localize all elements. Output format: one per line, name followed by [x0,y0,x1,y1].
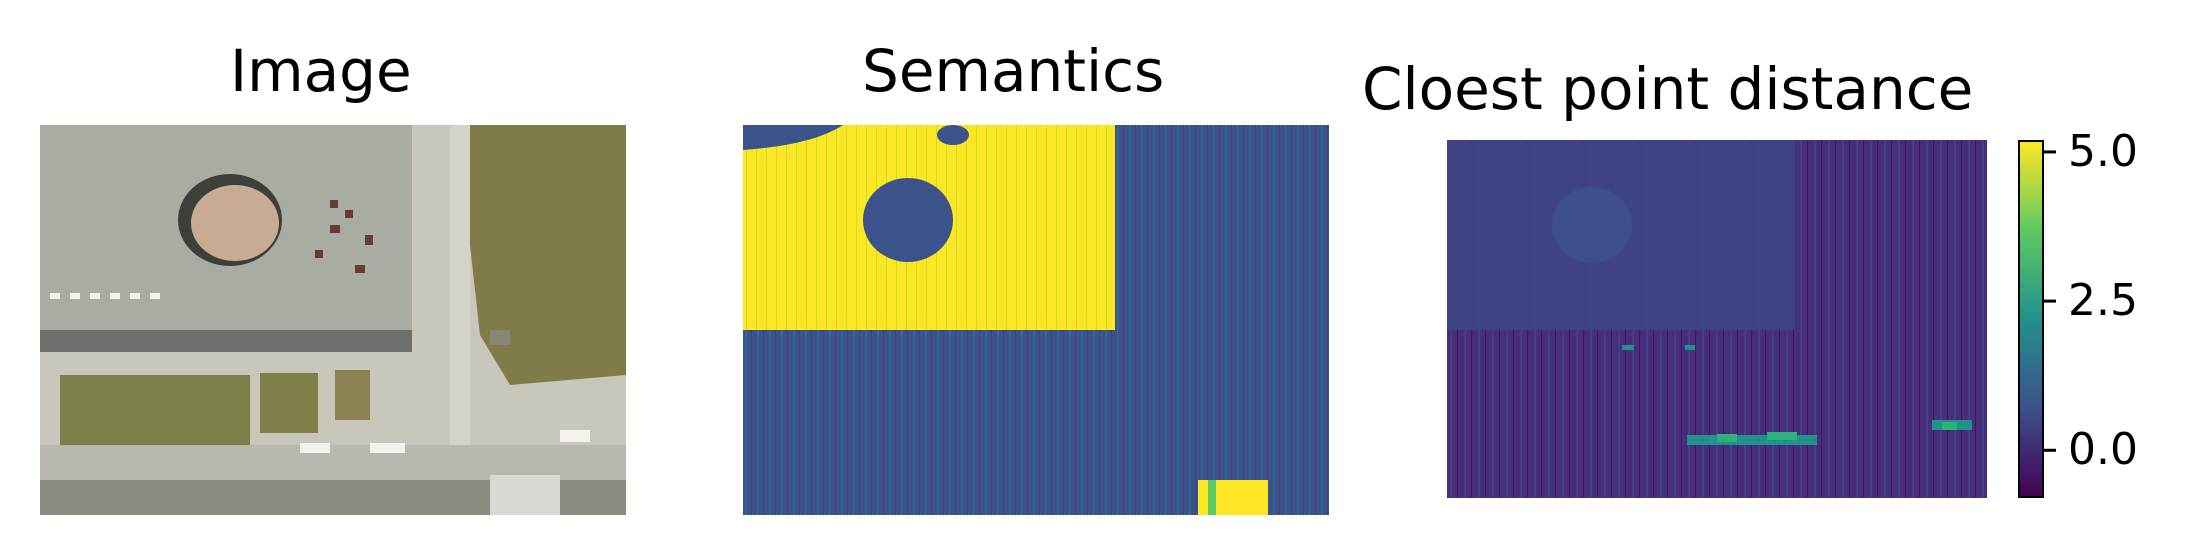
colorbar-tick-label: 5.0 [2068,125,2138,177]
panel-title-image: Image [230,37,412,105]
panel-title-semantics: Semantics [862,37,1165,105]
distance-map [1447,140,1987,498]
semantics-map [743,125,1329,515]
colorbar-ticks [2044,150,2056,452]
aerial-image [40,125,626,515]
colorbar-tick-label: 2.5 [2068,275,2138,327]
colorbar-tick-label: 0.0 [2068,424,2138,476]
colorbar [2018,140,2044,498]
panel-title-distance: Cloest point distance [1362,55,1974,123]
